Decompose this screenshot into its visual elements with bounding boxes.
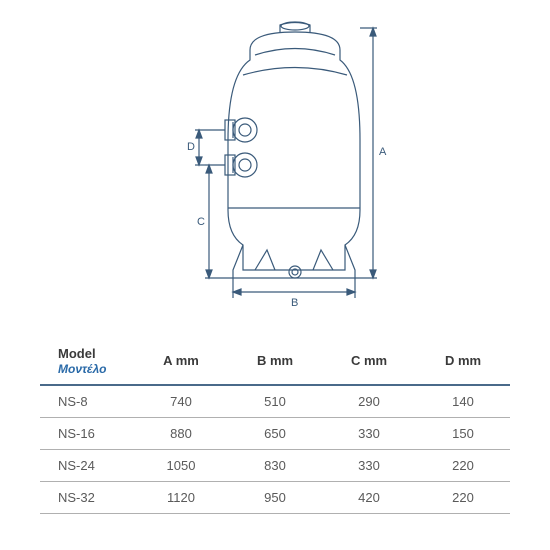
dim-label-d: D: [187, 141, 195, 153]
dim-label-b: B: [291, 297, 298, 309]
cell-a: 1120: [134, 481, 228, 513]
cell-model: NS-8: [40, 385, 134, 418]
diagram-svg: A B C D: [155, 20, 405, 310]
table-row: NS-8 740 510 290 140: [40, 385, 510, 418]
dimensions-table: Model Μοντέλο A mm B mm C mm D mm NS-8 7…: [40, 340, 510, 514]
cell-d: 140: [416, 385, 510, 418]
cell-model: NS-24: [40, 449, 134, 481]
header-model-gr: Μοντέλο: [58, 362, 124, 376]
cell-d: 220: [416, 449, 510, 481]
header-d: D mm: [416, 340, 510, 385]
cell-c: 290: [322, 385, 416, 418]
cell-c: 330: [322, 449, 416, 481]
cell-b: 830: [228, 449, 322, 481]
header-a: A mm: [134, 340, 228, 385]
cell-a: 740: [134, 385, 228, 418]
cell-model: NS-32: [40, 481, 134, 513]
header-c: C mm: [322, 340, 416, 385]
table-row: NS-16 880 650 330 150: [40, 417, 510, 449]
cell-c: 420: [322, 481, 416, 513]
cell-b: 950: [228, 481, 322, 513]
cell-model: NS-16: [40, 417, 134, 449]
cell-a: 880: [134, 417, 228, 449]
table-row: NS-24 1050 830 330 220: [40, 449, 510, 481]
header-model: Model Μοντέλο: [40, 340, 134, 385]
cell-d: 220: [416, 481, 510, 513]
cell-c: 330: [322, 417, 416, 449]
table-row: NS-32 1120 950 420 220: [40, 481, 510, 513]
table-header-row: Model Μοντέλο A mm B mm C mm D mm: [40, 340, 510, 385]
dim-label-a: A: [379, 146, 387, 158]
dimension-diagram: A B C D: [155, 20, 405, 310]
header-model-en: Model: [58, 346, 124, 362]
cell-a: 1050: [134, 449, 228, 481]
cell-b: 510: [228, 385, 322, 418]
dim-label-c: C: [197, 216, 205, 228]
cell-d: 150: [416, 417, 510, 449]
cell-b: 650: [228, 417, 322, 449]
header-b: B mm: [228, 340, 322, 385]
